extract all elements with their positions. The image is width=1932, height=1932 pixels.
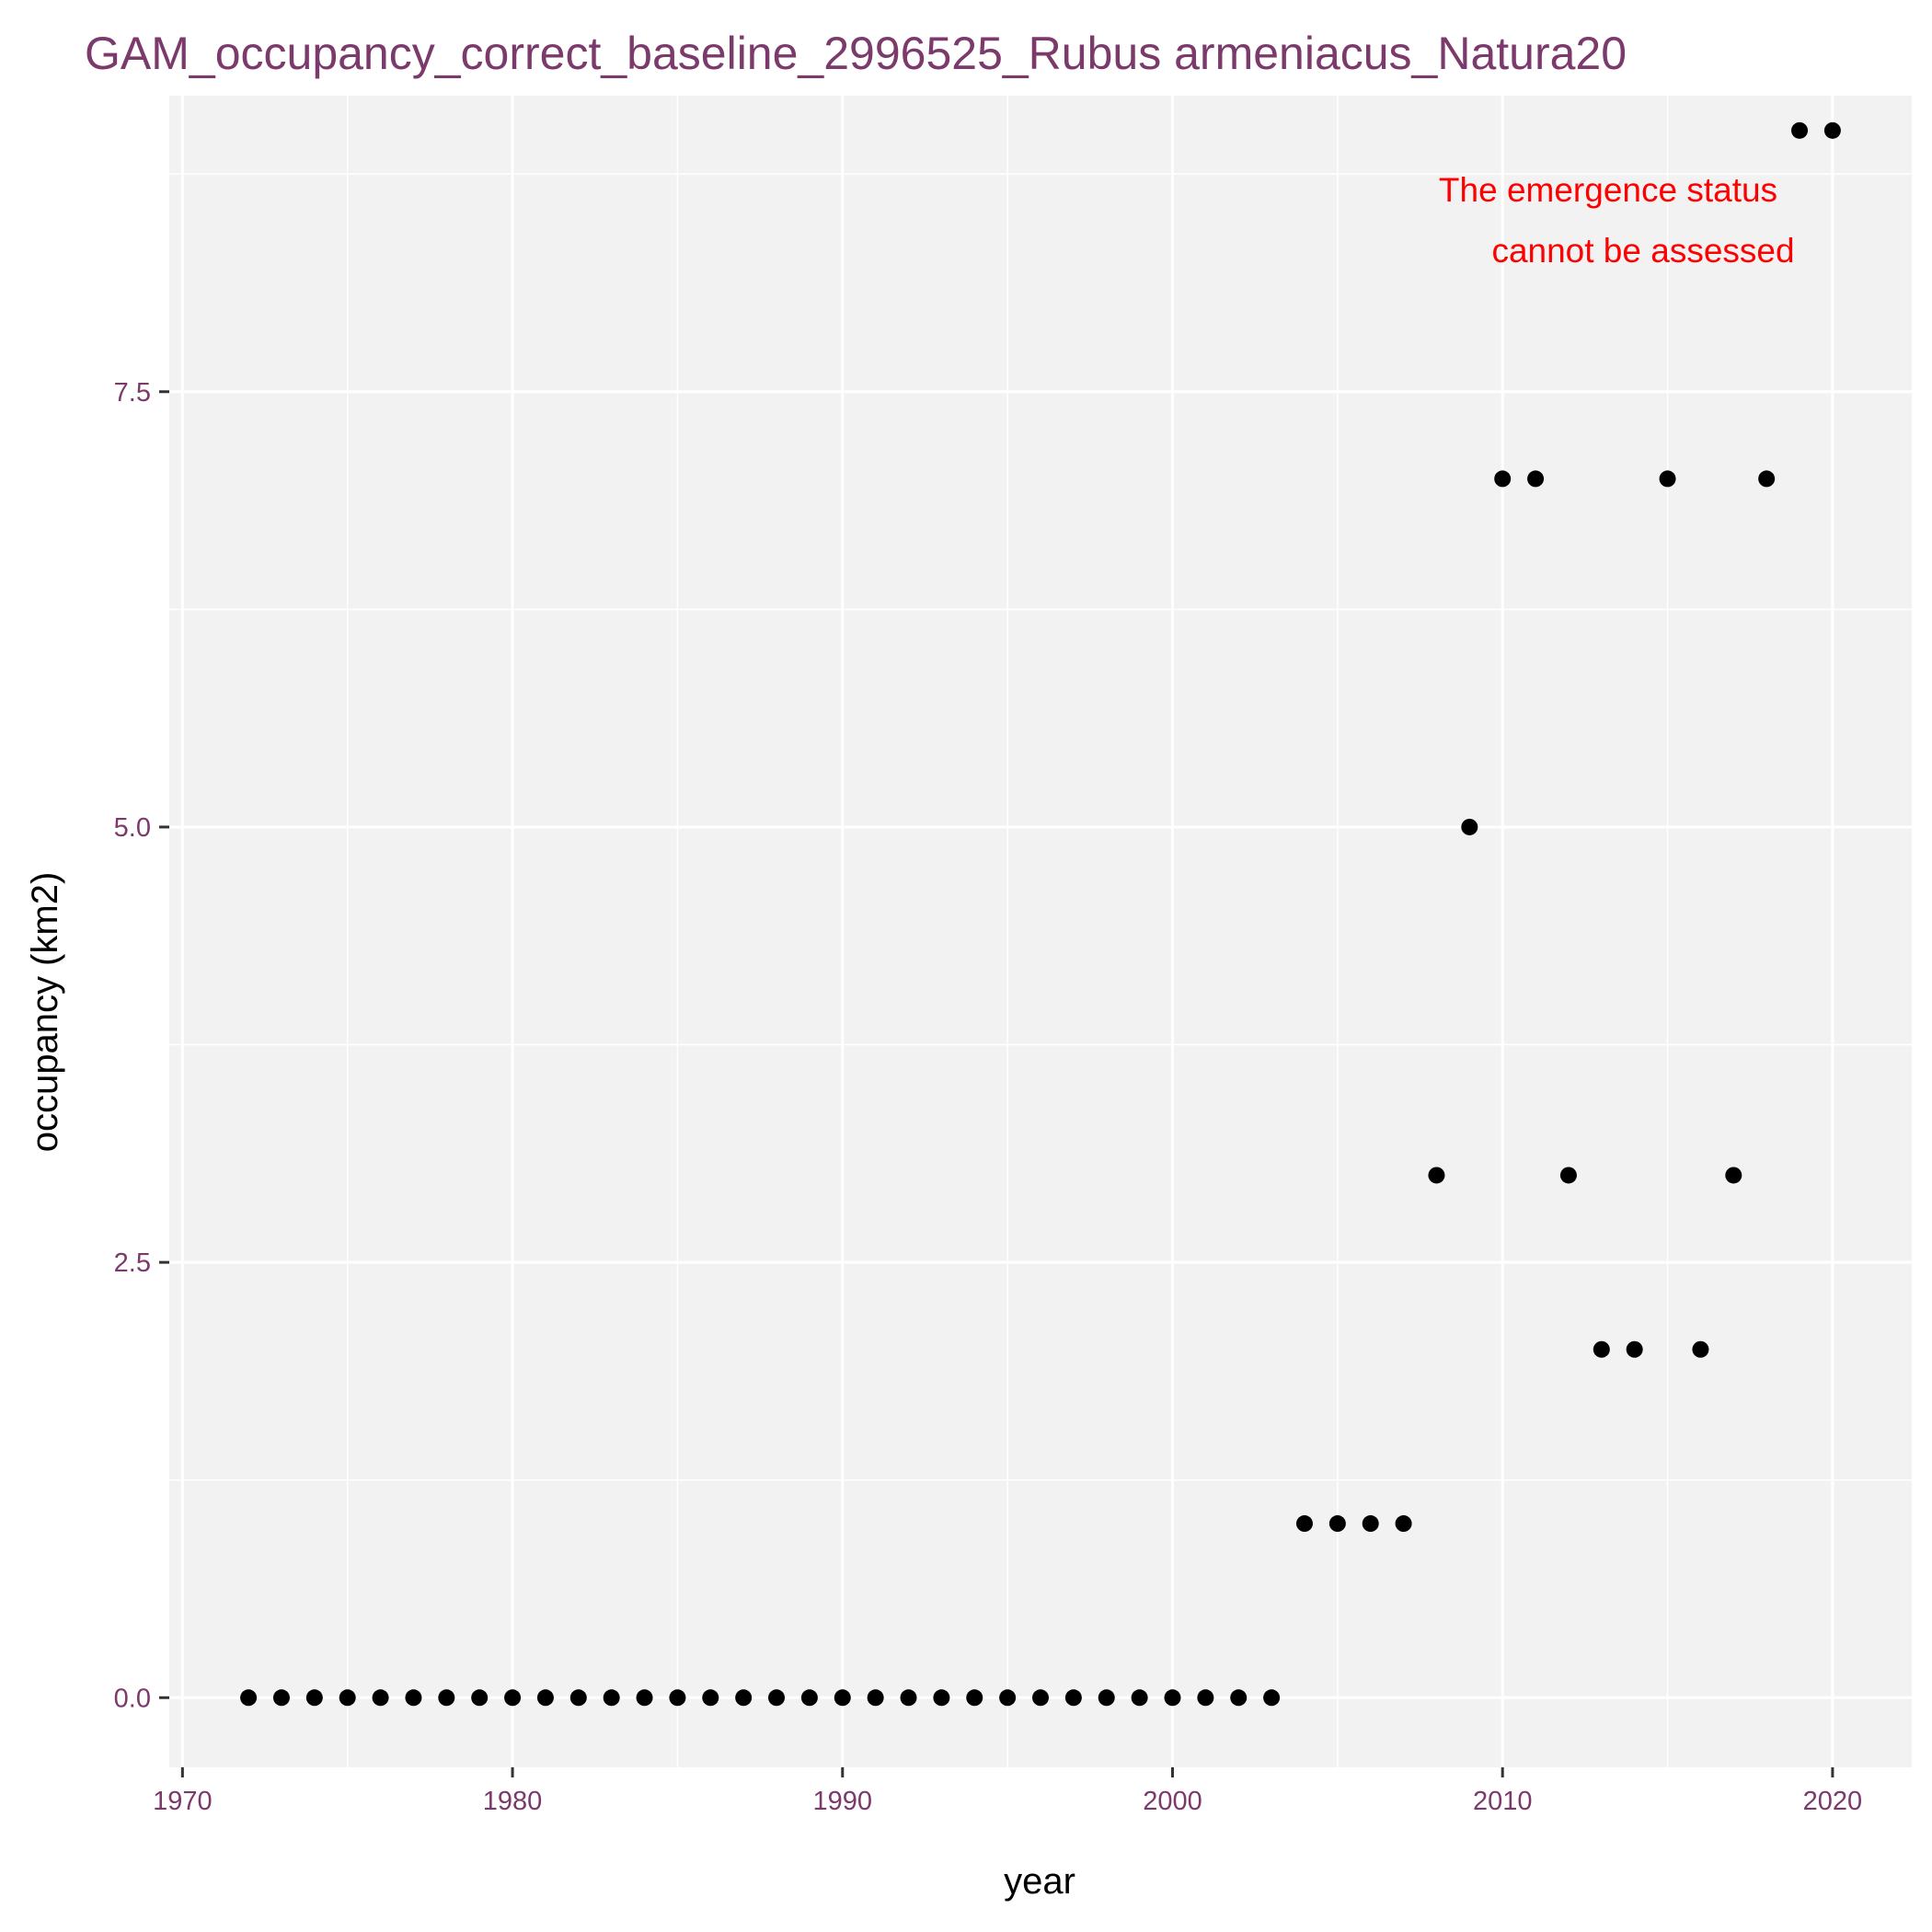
data-point [1659,470,1676,488]
x-tick-label: 1990 [813,1787,873,1816]
data-point [1395,1515,1412,1533]
data-point [240,1689,258,1707]
data-point [933,1689,950,1707]
data-points [240,121,1841,1707]
y-tick-label: 0.0 [114,1684,151,1713]
data-point [372,1689,389,1707]
data-point [1328,1515,1346,1533]
data-point [1032,1689,1049,1707]
data-point [900,1689,917,1707]
data-point [1362,1515,1379,1533]
data-point [1791,121,1809,139]
x-axis-title: year [1004,1861,1075,1902]
data-point [999,1689,1017,1707]
data-point [702,1689,719,1707]
data-point [1064,1689,1082,1707]
data-point [504,1689,522,1707]
x-axis: 1970 1980 1990 2000 2010 2020 [153,1767,1862,1816]
x-tick-label: 1970 [153,1787,213,1816]
data-point [669,1689,686,1707]
y-axis: 0.0 2.5 5.0 7.5 [114,378,169,1713]
x-tick-label: 2000 [1143,1787,1202,1816]
data-point [735,1689,753,1707]
data-point [603,1689,620,1707]
data-point [405,1689,422,1707]
data-point [1527,470,1545,488]
data-point [800,1689,818,1707]
data-point [1559,1167,1577,1184]
data-point [1823,121,1841,139]
data-point [339,1689,356,1707]
data-point [1098,1689,1115,1707]
annotation: The emergence status cannot be assessed [1439,171,1795,270]
data-point [1131,1689,1148,1707]
data-point [1593,1340,1610,1358]
data-point [1758,470,1776,488]
data-point [966,1689,983,1707]
data-point [1692,1340,1709,1358]
data-point [471,1689,489,1707]
data-point [768,1689,786,1707]
y-tick-label: 2.5 [114,1248,151,1278]
annotation-line-1: The emergence status [1439,171,1777,209]
data-point [272,1689,290,1707]
plot-panel [169,96,1912,1767]
data-point [1197,1689,1214,1707]
data-point [438,1689,455,1707]
data-point [834,1689,851,1707]
chart-title: GAM_occupancy_correct_baseline_2996525_R… [85,28,1627,79]
x-tick-label: 2020 [1803,1787,1863,1816]
data-point [1494,470,1512,488]
minor-gridlines [169,96,1912,1767]
x-tick-label: 2010 [1473,1787,1533,1816]
data-point [1263,1689,1281,1707]
data-point [305,1689,323,1707]
data-point [636,1689,653,1707]
data-point [569,1689,587,1707]
data-point [1725,1167,1742,1184]
data-point [1164,1689,1181,1707]
data-point [867,1689,884,1707]
data-point [536,1689,554,1707]
data-point [1626,1340,1643,1358]
x-tick-label: 1980 [483,1787,543,1816]
y-axis-title: occupancy (km2) [25,872,65,1153]
data-point [1295,1515,1313,1533]
y-tick-label: 5.0 [114,813,151,843]
data-point [1230,1689,1248,1707]
annotation-line-2: cannot be assessed [1491,232,1794,270]
major-gridlines [169,96,1912,1767]
y-tick-label: 7.5 [114,378,151,408]
data-point [1461,818,1478,835]
data-point [1428,1167,1445,1184]
